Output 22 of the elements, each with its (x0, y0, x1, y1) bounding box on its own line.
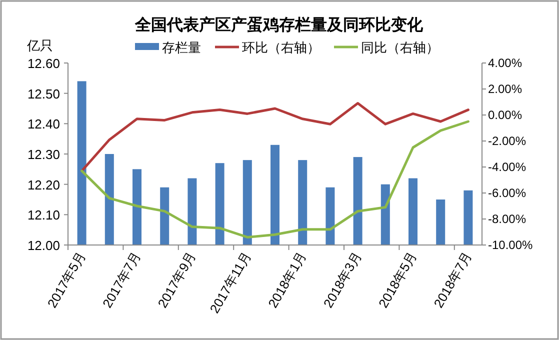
y-tick-label: 12.30 (27, 147, 60, 162)
y2-tick-label: -8.00% (488, 212, 526, 226)
y-axis-title: 亿只 (26, 38, 53, 53)
chart-title: 全国代表产区产蛋鸡存栏量及同环比变化 (134, 16, 424, 34)
legend-label: 存栏量 (162, 40, 201, 55)
y2-tick-label: -2.00% (488, 134, 526, 148)
y2-tick-label: -6.00% (488, 186, 526, 200)
y-tick-label: 12.50 (27, 86, 60, 102)
line-series (80, 120, 470, 238)
legend-label: 同比（右轴） (361, 40, 439, 55)
legend-label: 环比（右轴） (242, 40, 320, 55)
y2-tick-label: -10.00% (488, 238, 534, 252)
y2-tick-label: 0.00% (488, 108, 522, 122)
y-tick-label: 12.10 (27, 208, 60, 223)
y-tick-label: 12.60 (27, 56, 60, 71)
y-tick-label: 12.20 (27, 177, 60, 192)
y2-tick-label: 2.00% (488, 82, 522, 96)
y-tick-label: 12.40 (27, 116, 60, 132)
y2-tick-label: 4.00% (488, 56, 522, 70)
y2-tick-label: -4.00% (488, 160, 526, 174)
y-tick-label: 12.00 (27, 238, 60, 253)
line-series (80, 102, 470, 172)
